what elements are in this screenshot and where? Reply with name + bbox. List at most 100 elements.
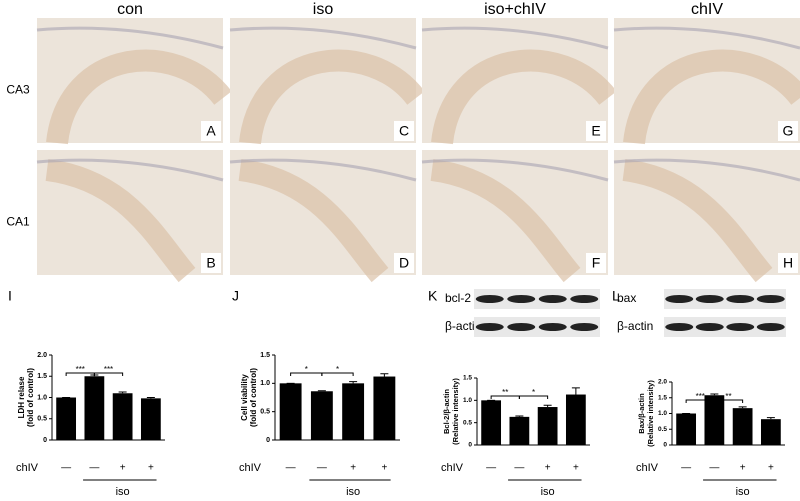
blot-band: [756, 323, 785, 331]
row-label: CA1: [6, 215, 30, 229]
y-tick-label: 1.0: [260, 380, 270, 387]
panel-letter-bg: [201, 253, 221, 273]
tissue-edge: [421, 158, 609, 182]
panel-letter-bg: [586, 253, 606, 273]
tissue-layer: [46, 49, 232, 145]
panel-letter: H: [783, 255, 793, 271]
blot-band: [756, 295, 785, 303]
row-label: chIV: [239, 462, 262, 474]
y-axis-label: (fold of control): [26, 368, 35, 427]
y-axis-label: LDH relase: [17, 376, 26, 418]
tissue-layer: [238, 159, 389, 283]
category-label: —: [317, 463, 327, 474]
panel-letter: J: [232, 288, 239, 304]
group-label: iso: [116, 486, 130, 498]
bar: [140, 398, 161, 440]
panel-letter: A: [206, 123, 216, 139]
category-label: +: [768, 463, 774, 474]
blot-band: [695, 323, 724, 331]
blot-label: bcl-2: [445, 291, 471, 305]
y-axis-label: Bcl-2/β-actin: [442, 389, 451, 434]
bar: [373, 376, 396, 440]
error-bar: [349, 381, 358, 384]
tissue-edge: [613, 26, 800, 50]
blot-band: [665, 323, 694, 331]
error-bar: [710, 393, 719, 396]
y-tick-label: 1.5: [658, 394, 667, 401]
category-label: —: [61, 463, 71, 474]
bar: [342, 383, 365, 440]
panel-letter-bg: [201, 121, 221, 141]
blot-band: [695, 295, 724, 303]
tissue-layer: [622, 159, 773, 283]
y-tick-label: 0.5: [658, 426, 667, 433]
tissue-layer: [239, 49, 425, 145]
tissue-edge: [421, 26, 609, 50]
panel-letter-bg: [778, 121, 798, 141]
panel-letter: F: [592, 255, 601, 271]
row-label: chIV: [441, 462, 464, 474]
y-tick-label: 0: [43, 437, 47, 444]
tissue-edge: [229, 158, 417, 182]
tissue-edge: [36, 26, 224, 50]
significance-label: **: [725, 392, 731, 401]
category-label: +: [573, 463, 579, 474]
column-label: con: [117, 1, 143, 18]
blot-label: bax: [617, 291, 636, 305]
blot-strip: [664, 289, 786, 309]
error-bar: [766, 417, 775, 420]
y-tick-label: 0: [266, 437, 270, 444]
bar: [509, 416, 530, 445]
category-label: —: [514, 463, 524, 474]
significance-bracket: [713, 399, 744, 403]
significance-label: ***: [696, 392, 705, 401]
panel-letter-bg: [394, 253, 414, 273]
y-tick-label: 0.5: [463, 419, 472, 426]
panel-letter: K: [428, 288, 438, 304]
y-tick-label: 0.5: [260, 409, 270, 416]
group-label: iso: [346, 486, 360, 498]
y-tick-label: 1.5: [463, 375, 472, 382]
tissue-layer: [431, 49, 617, 145]
tissue-edge: [613, 158, 800, 182]
bar: [112, 393, 133, 440]
category-label: —: [681, 463, 691, 474]
bar: [537, 407, 558, 445]
blot-band: [570, 323, 599, 331]
row-label: chIV: [16, 462, 39, 474]
y-tick-label: 1.0: [463, 397, 472, 404]
error-bar: [738, 406, 747, 409]
y-axis-label: Bax/β-actin: [637, 393, 646, 434]
tissue-edge: [36, 158, 224, 182]
category-label: —: [709, 463, 719, 474]
y-axis-label: (Relative intensity): [451, 378, 460, 445]
blot-band: [507, 323, 536, 331]
panel-letter: D: [399, 255, 409, 271]
panel-letter-bg: [394, 121, 414, 141]
blot-label: β-actin: [445, 319, 481, 333]
y-axis-label: (Relative intensity): [646, 380, 655, 447]
column-label: chIV: [691, 1, 723, 18]
blot-band: [475, 323, 504, 331]
panel-letter: L: [612, 288, 620, 304]
panel-letter-bg: [778, 253, 798, 273]
significance-label: **: [502, 388, 508, 397]
bar: [279, 383, 302, 440]
blot-strip: [664, 317, 786, 337]
panel-letter: E: [591, 123, 600, 139]
significance-label: *: [305, 365, 308, 374]
bar: [310, 391, 333, 440]
significance-label: ***: [104, 365, 113, 374]
significance-label: *: [336, 365, 339, 374]
category-label: —: [486, 463, 496, 474]
error-bar: [380, 373, 389, 377]
y-tick-label: 0: [663, 442, 667, 449]
bar: [481, 400, 502, 445]
y-tick-label: 1.0: [37, 394, 47, 401]
blot-band: [726, 295, 755, 303]
y-axis-label: Cell viability: [240, 374, 249, 421]
category-label: +: [381, 463, 387, 474]
category-label: +: [740, 463, 746, 474]
category-label: +: [120, 463, 126, 474]
blot-strip: [474, 317, 600, 337]
